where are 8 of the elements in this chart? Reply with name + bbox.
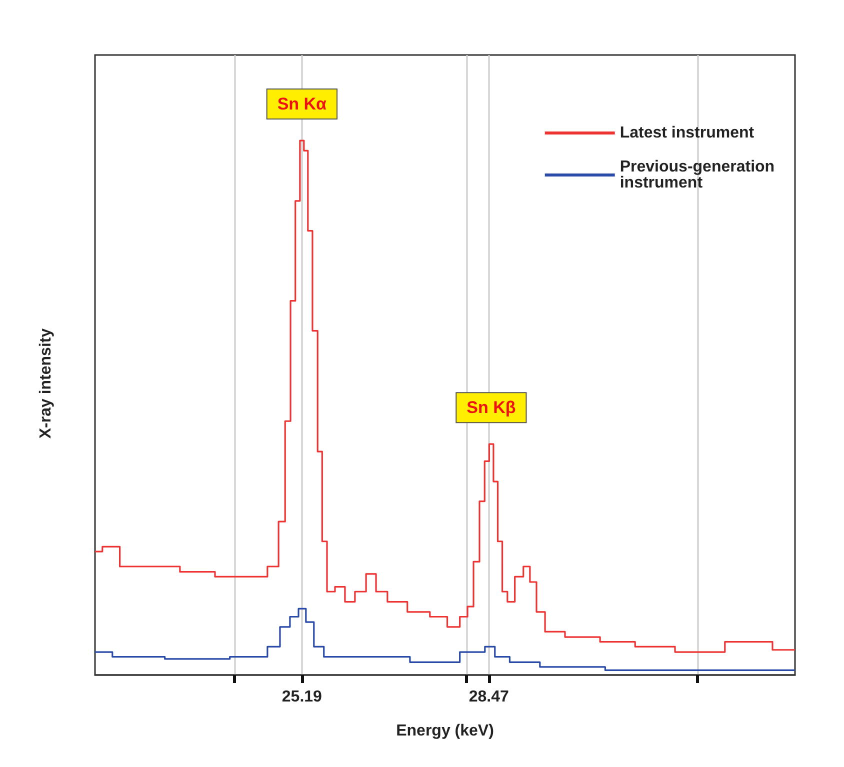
x-axis-title: Energy (keV): [396, 722, 494, 740]
legend-label: Latest instrument: [620, 124, 755, 142]
x-tick-label: 28.47: [468, 688, 510, 706]
x-tick-label: 25.19: [282, 688, 322, 706]
annotation: Sn Kα: [277, 94, 328, 114]
annotation: Sn Kβ: [466, 398, 516, 418]
y-axis-title: X-ray intensity: [38, 328, 54, 439]
legend-label: Previous-generation instrument: [620, 158, 780, 192]
